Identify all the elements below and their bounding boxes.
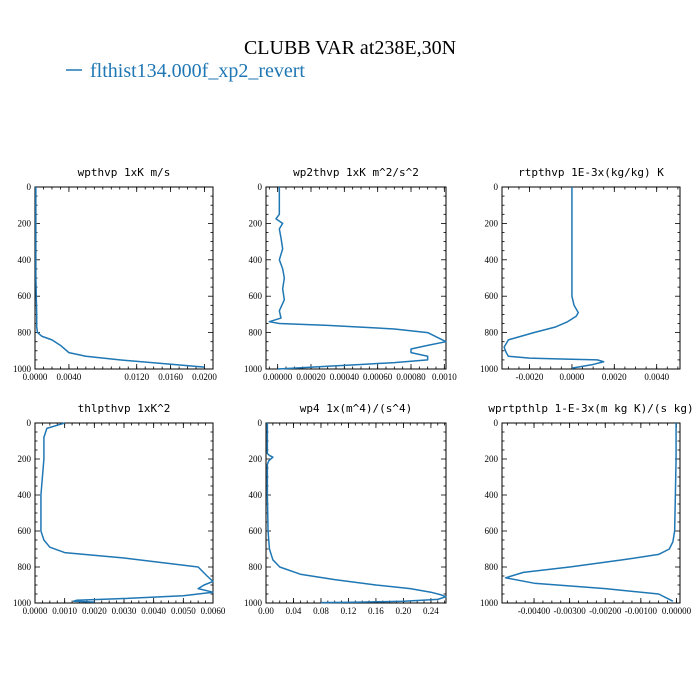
y-tick-label: 1000 <box>480 598 499 608</box>
panel-title: wprtpthlp 1-E-3x(m kg K)/(s kg) <box>488 402 693 415</box>
x-tick-label: -0.0020 <box>516 372 544 382</box>
x-tick-label: 0.0000 <box>560 372 585 382</box>
x-tick-label: 0.24 <box>423 606 439 616</box>
plot-frame <box>34 186 214 370</box>
y-tick-label: 800 <box>485 328 499 338</box>
x-tick-label: 0.0020 <box>82 606 107 616</box>
panel-title: thlpthvp 1xK^2 <box>78 402 171 415</box>
panel-4: thlpthvp 1xK^2 0.0000 0.0010 0.0020 0.0030 0.… <box>13 402 226 616</box>
y-tick-label: 800 <box>18 328 32 338</box>
y-tick-label: 800 <box>249 562 263 572</box>
series-line <box>35 187 205 368</box>
legend-label: flthist134.000f_xp2_revert <box>90 60 305 82</box>
y-tick-label: 400 <box>249 255 263 265</box>
series-line <box>268 187 447 370</box>
x-tick-label: 0.00040 <box>330 372 360 382</box>
y-tick-label: 200 <box>485 218 499 228</box>
x-tick-label: 0.0160 <box>158 372 183 382</box>
panel-3: rtpthvp 1E-3x(kg/kg) K -0.0020 0.0000 0.002… <box>480 166 681 382</box>
y-tick-label: 200 <box>18 218 32 228</box>
y-tick-label: 0 <box>494 418 499 428</box>
x-tick-label: 0.00080 <box>396 372 426 382</box>
y-tick-label: 600 <box>249 526 263 536</box>
figure-title: CLUBB VAR at238E,30N <box>244 37 456 59</box>
y-tick-label: 600 <box>485 526 499 536</box>
x-tick-label: 0.00060 <box>363 372 393 382</box>
x-tick-label: 0.0040 <box>644 372 669 382</box>
y-tick-label: 1000 <box>244 364 263 374</box>
y-tick-label: 800 <box>485 562 499 572</box>
x-tick-label: -0.00400 <box>518 606 551 616</box>
y-tick-label: 0 <box>27 418 32 428</box>
x-tick-label: 0.00000 <box>263 372 293 382</box>
y-tick-label: 400 <box>18 490 32 500</box>
series-line <box>40 422 214 603</box>
y-tick-label: 200 <box>249 218 263 228</box>
y-tick-label: 800 <box>18 562 32 572</box>
x-tick-label: 0.0040 <box>57 372 82 382</box>
series-line <box>503 187 605 369</box>
y-tick-label: 0 <box>27 182 32 192</box>
y-tick-label: 0 <box>258 182 263 192</box>
y-tick-label: 1000 <box>480 364 499 374</box>
y-tick-label: 400 <box>18 255 32 265</box>
x-tick-label: 0.0000 <box>23 372 48 382</box>
plot-frame <box>501 186 681 370</box>
x-tick-label: 0.00020 <box>296 372 326 382</box>
y-tick-label: 200 <box>249 454 263 464</box>
y-tick-label: 1000 <box>244 598 263 608</box>
series-line <box>504 423 677 602</box>
plot-frame <box>265 186 447 370</box>
panel-title: wp2thvp 1xK m^2/s^2 <box>293 166 419 179</box>
x-tick-label: 0.00 <box>258 606 274 616</box>
x-tick-label: 0.20 <box>396 606 412 616</box>
x-tick-label: 0.16 <box>368 606 384 616</box>
plot-frame <box>34 422 214 604</box>
x-tick-label: 0.0020 <box>602 372 627 382</box>
y-tick-label: 400 <box>485 255 499 265</box>
panel-title: rtpthvp 1E-3x(kg/kg) K <box>518 166 664 179</box>
x-tick-label: 0.00000 <box>662 606 692 616</box>
y-tick-label: 600 <box>249 291 263 301</box>
plot-frame <box>265 422 447 604</box>
panel-2: wp2thvp 1xK m^2/s^2 0.00000 0.00020 0.00040… <box>244 166 457 382</box>
y-tick-label: 200 <box>18 454 32 464</box>
x-tick-label: -0.00300 <box>554 606 587 616</box>
y-tick-label: 800 <box>249 328 263 338</box>
y-tick-label: 600 <box>485 291 499 301</box>
y-tick-label: 400 <box>485 490 499 500</box>
panel-6: wprtpthlp 1-E-3x(m kg K)/(s kg)-0.00400-… <box>480 402 694 616</box>
x-tick-label: 0.0200 <box>192 372 217 382</box>
x-tick-label: 0.0040 <box>141 606 166 616</box>
chart-panels: wpthvp 1xK m/s0.0000 0.0040 0.0120 0.0160 0.… <box>13 166 694 616</box>
x-tick-label: 0.0030 <box>112 606 137 616</box>
y-tick-label: 0 <box>258 418 263 428</box>
x-tick-label: 0.0060 <box>201 606 226 616</box>
x-tick-label: -0.00100 <box>625 606 658 616</box>
y-tick-label: 600 <box>18 526 32 536</box>
y-tick-label: 1000 <box>13 598 32 608</box>
y-tick-label: 200 <box>485 454 499 464</box>
panel-5: wp4 1x(m^4)/(s^4) 0.00 0.04 0.08 0.12 0.16 0.2… <box>244 402 447 616</box>
legend: flthist134.000f_xp2_revert <box>66 60 305 82</box>
panel-title: wp4 1x(m^4)/(s^4) <box>300 402 413 415</box>
x-tick-label: 0.0010 <box>432 372 457 382</box>
panel-1: wpthvp 1xK m/s 0.0000 0.0040 0.0120 0.0160 0.… <box>13 166 217 382</box>
x-tick-label: 0.08 <box>313 606 329 616</box>
y-tick-label: 0 <box>494 182 499 192</box>
x-tick-label: 0.0120 <box>124 372 149 382</box>
x-tick-label: 0.04 <box>286 606 302 616</box>
plot-frame <box>501 422 681 604</box>
x-tick-label: -0.00200 <box>589 606 622 616</box>
series-line <box>266 423 447 604</box>
x-tick-label: 0.0050 <box>171 606 196 616</box>
x-tick-label: 0.0010 <box>52 606 77 616</box>
y-tick-label: 600 <box>18 291 32 301</box>
y-tick-label: 1000 <box>13 364 32 374</box>
x-tick-label: 0.0000 <box>23 606 48 616</box>
panel-title: wpthvp 1xK m/s <box>78 166 171 179</box>
x-tick-label: 0.12 <box>341 606 357 616</box>
y-tick-label: 400 <box>249 490 263 500</box>
